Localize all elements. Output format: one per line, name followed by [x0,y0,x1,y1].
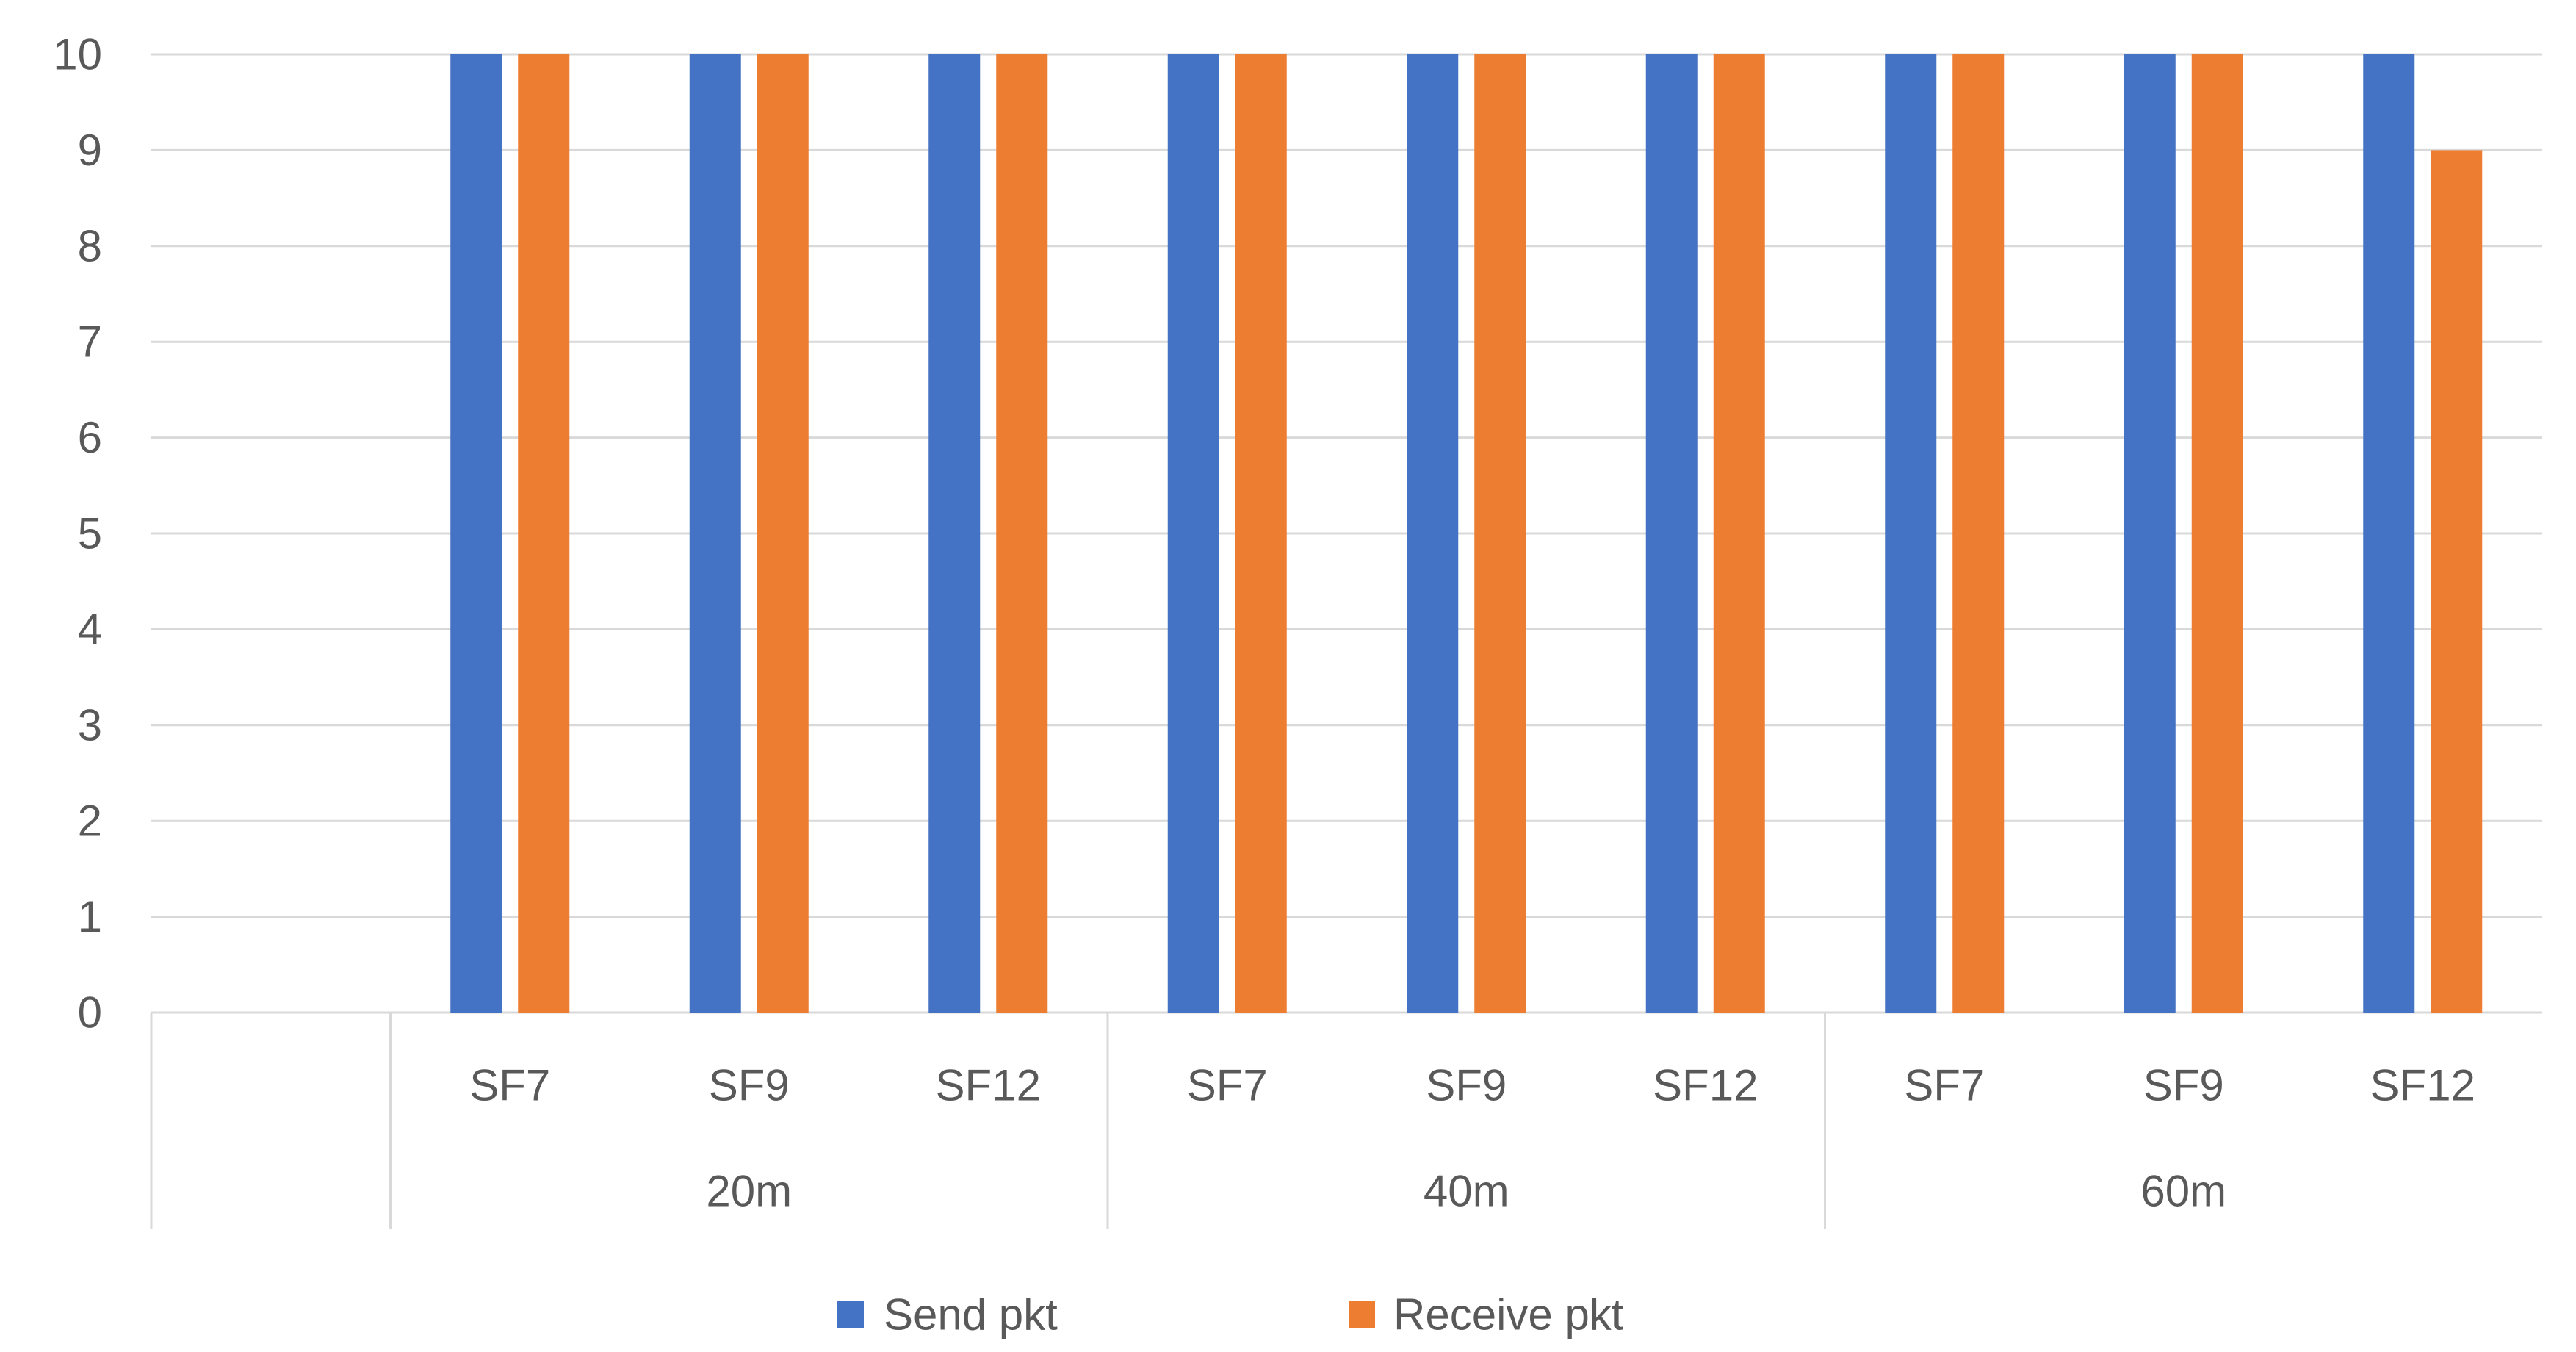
category-label: SF12 [1653,1061,1758,1110]
bar-receive-pkt [1235,54,1287,1013]
category-label: SF12 [2370,1061,2475,1110]
y-tick-label: 9 [78,126,102,175]
bar-receive-pkt [996,54,1048,1013]
category-label: SF9 [1426,1061,1507,1110]
y-tick-label: 6 [78,413,102,462]
bar-receive-pkt [1474,54,1526,1013]
legend: Send pkt Receive pkt [837,1290,1624,1340]
y-tick-label: 4 [78,605,102,654]
y-tick-label: 2 [78,797,102,846]
bar-receive-pkt [1713,54,1765,1013]
y-tick-label: 10 [53,30,102,79]
bars [450,54,2483,1013]
bar-send-pkt [450,54,502,1013]
category-label: SF7 [1904,1061,1985,1110]
bar-receive-pkt [1952,54,2005,1013]
bar-receive-pkt [757,54,809,1013]
legend-marker-send-pkt [837,1301,864,1328]
y-tick-label: 8 [78,221,102,270]
bar-send-pkt [689,54,741,1013]
y-tick-label: 1 [78,892,102,941]
group-label: 20m [706,1167,792,1216]
y-tick-label: 3 [78,700,102,749]
category-label: SF9 [709,1061,790,1110]
axes: 0 1 2 3 4 5 6 7 8 9 10 SF7 SF9 SF12 SF7 SF9 SF12 SF7 SF9 SF… [53,30,2475,1229]
legend-item-send-pkt: Send pkt [837,1290,1058,1340]
y-tick-label: 7 [78,317,102,367]
bar-receive-pkt [2431,150,2483,1013]
bar-send-pkt [2124,54,2176,1013]
category-label: SF7 [469,1061,550,1110]
category-label: SF12 [936,1061,1041,1110]
bar-receive-pkt [518,54,570,1013]
legend-marker-receive-pkt [1349,1301,1375,1328]
bar-send-pkt [1645,54,1698,1013]
category-label: SF7 [1187,1061,1268,1110]
legend-item-receive-pkt: Receive pkt [1349,1290,1624,1340]
bar-send-pkt [2363,54,2415,1013]
group-label: 40m [1424,1167,1509,1216]
legend-label-send-pkt: Send pkt [884,1290,1058,1340]
y-tick-label: 0 [78,988,102,1038]
bar-send-pkt [1407,54,1459,1013]
bar-send-pkt [928,54,981,1013]
group-label: 60m [2140,1167,2226,1216]
y-tick-label: 5 [78,509,102,558]
gridlines [151,53,2542,1014]
category-label: SF9 [2143,1061,2224,1110]
bar-send-pkt [1167,54,1219,1013]
bar-send-pkt [1885,54,1937,1013]
bar-receive-pkt [2191,54,2243,1013]
legend-label-receive-pkt: Receive pkt [1393,1290,1624,1340]
